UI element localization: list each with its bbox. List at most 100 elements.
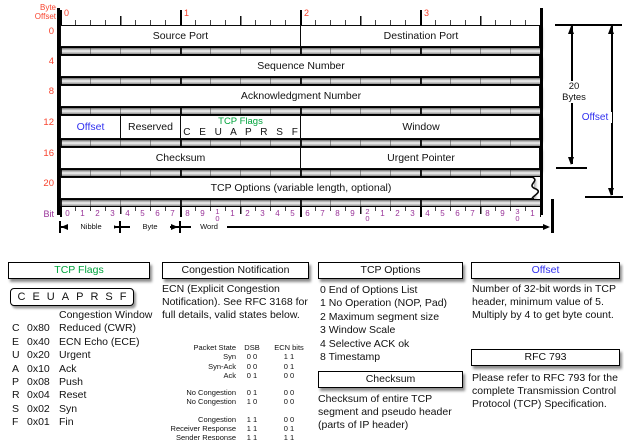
- separator-strip: [60, 107, 540, 115]
- bit-number: 0: [65, 209, 70, 218]
- separator-strip: [60, 139, 540, 147]
- arrowhead-right-icon: [111, 223, 118, 230]
- arrowhead-right-icon: [171, 223, 178, 230]
- byte-offset-number: 20: [43, 178, 54, 189]
- bit-number: 4: [275, 209, 280, 218]
- bit-number: 8: [485, 209, 490, 218]
- checksum-panel-header: Checksum: [318, 371, 463, 388]
- flag-hex: 0x10: [27, 362, 50, 375]
- flag-letter: R: [90, 291, 99, 303]
- bit-number: 7: [170, 209, 175, 218]
- flag-letter: C: [12, 322, 20, 335]
- row-tcp-options: TCP Options (variable length, optional): [60, 177, 534, 199]
- ecn-cell: Syn-Ack: [208, 361, 236, 371]
- ecn-table-row: Receiver Response 1 1 0 1: [158, 424, 310, 433]
- field-source: Source Port: [61, 26, 301, 46]
- ecn-cell: 0 1: [283, 424, 295, 434]
- checksum-paragraph: Checksum of entire TCP segment and pseud…: [318, 393, 452, 432]
- flag-letters: C E U A P R S F: [183, 126, 298, 138]
- flag-hex: [27, 309, 59, 322]
- bit-number: 7: [470, 209, 475, 218]
- bit-number: 9: [200, 209, 205, 218]
- bit-number: 5: [140, 209, 145, 218]
- bit-number: 3: [410, 209, 415, 218]
- bit-number: 6: [455, 209, 460, 218]
- ecn-table-row: Ack 0 1 0 0: [158, 371, 310, 380]
- ecn-cell: 0 0: [283, 388, 295, 398]
- bit-number: 9: [350, 209, 355, 218]
- congestion-panel-header: Congestion Notification: [162, 262, 309, 279]
- offset-panel-header: Offset: [471, 262, 620, 279]
- byte-ruler-number: 3: [423, 8, 431, 18]
- bit-number: 1: [80, 209, 85, 218]
- bit-number: 2: [395, 209, 400, 218]
- separator-strip: [60, 169, 540, 177]
- bit-axis-label: Bit: [43, 209, 54, 219]
- bit-number: 4: [425, 209, 430, 218]
- bit-number: 6: [155, 209, 160, 218]
- separator-strip: [60, 47, 540, 55]
- byte-offset-number: 0: [48, 26, 54, 37]
- flag-letter: R: [12, 389, 20, 402]
- span-line: [61, 226, 548, 228]
- flag-letter: [12, 309, 27, 322]
- row-ports: Source Port Destination Port: [60, 25, 540, 47]
- ecn-cell: 0 0: [246, 352, 258, 362]
- bit-number: 5: [440, 209, 445, 218]
- field-urgent: Urgent Pointer: [387, 152, 455, 164]
- ecn-cell: 0 1: [283, 361, 295, 371]
- bit-number: 1: [380, 209, 385, 218]
- field-window: Window: [402, 121, 440, 133]
- flag-letter: P: [76, 291, 84, 303]
- field-tcp: TCP Options (variable length, optional): [210, 182, 392, 194]
- flag-letter: P: [12, 376, 20, 389]
- offset-paragraph: Number of 32-bit words in TCP header, mi…: [472, 283, 616, 322]
- tcp-flags-panel-header: TCP Flags: [8, 262, 150, 279]
- ecn-table-gap: [158, 380, 310, 388]
- offset-end-bar: [585, 196, 623, 198]
- ecn-table-header: Packet State DSB ECN bits: [158, 343, 310, 352]
- ecn-table-row: Syn 0 0 1 1: [158, 352, 310, 361]
- flag-letter: S: [105, 291, 113, 303]
- ecn-cell: Ack: [223, 370, 236, 380]
- flag-letter: S: [12, 402, 20, 415]
- flag-name: Syn: [59, 402, 78, 415]
- flag-letter: U: [12, 349, 20, 362]
- flag-letter: A: [12, 362, 20, 375]
- flag-name: Push: [59, 376, 83, 389]
- tcp-option-item: 2 Maximum segment size: [320, 310, 440, 323]
- ecn-cell: Sender Response: [175, 433, 236, 440]
- bit-number: 1: [230, 209, 235, 218]
- ecn-table-row: No Congestion 1 0 0 0: [158, 397, 310, 406]
- bit-number: 2: [245, 209, 250, 218]
- ecn-cell: 1 1: [283, 433, 295, 440]
- row-offset-flags-window: Offset Reserved TCP Flags C E U A P R S F Wi…: [60, 115, 540, 139]
- ecn-table-gap: [158, 407, 310, 415]
- bit-number: 9: [500, 209, 505, 218]
- ecn-cell: No Congestion: [186, 397, 236, 407]
- bit-number: 5: [290, 209, 295, 218]
- byte-offset-number: 8: [48, 86, 54, 97]
- ecn-table-row: Sender Response 1 1 1 1: [158, 433, 310, 440]
- tcp-option-item: 8 Timestamp: [320, 351, 381, 364]
- ecn-cell: 1 1: [246, 424, 258, 434]
- tcp-options-panel-header: TCP Options: [318, 262, 463, 279]
- tcp-option-item: 1 No Operation (NOP, Pad): [320, 297, 448, 310]
- byte-ruler: 0 1 2 3: [60, 8, 541, 25]
- ecn-cell: 0 0: [283, 397, 295, 407]
- arrowhead-right-icon: [543, 223, 550, 230]
- flag-letter: F: [119, 291, 127, 303]
- bit-number: 2: [95, 209, 100, 218]
- flag-hex: 0x40: [27, 335, 50, 348]
- bit-ruler-ticks: [60, 207, 541, 217]
- offset-arrow-label: Offset: [578, 112, 612, 123]
- flag-hex: 0x01: [27, 416, 50, 429]
- ecn-cell: 1 1: [246, 433, 258, 440]
- ecn-cell: 1 1: [283, 352, 295, 362]
- arrowhead-left-icon: [61, 223, 68, 230]
- field-reserved: Reserved: [121, 116, 181, 138]
